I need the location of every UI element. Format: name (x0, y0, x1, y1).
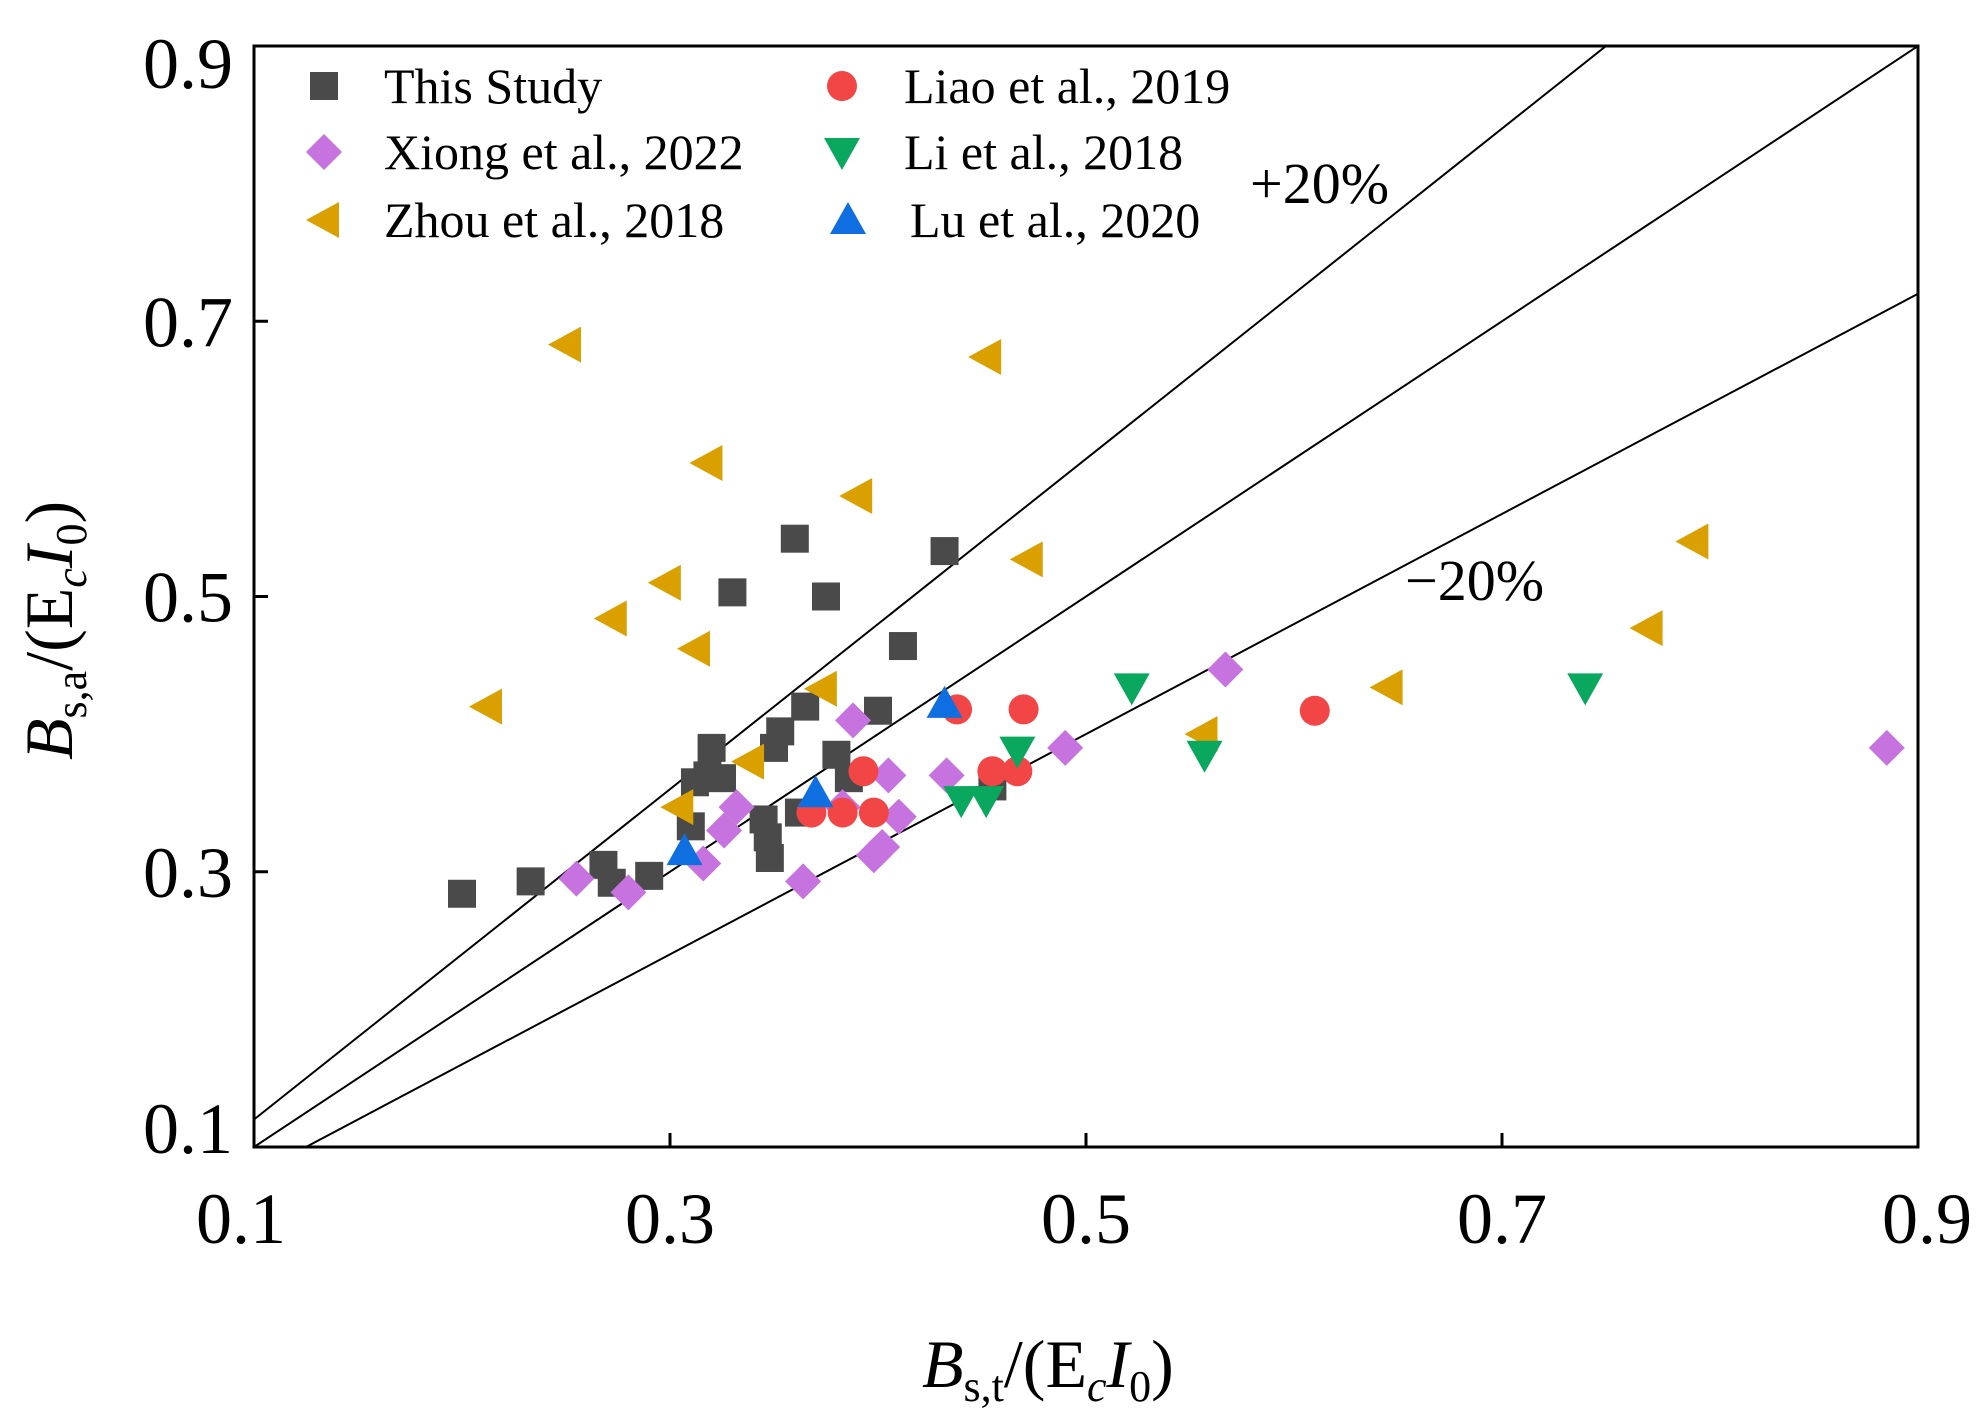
data-point (930, 537, 959, 566)
legend-label-zhou: Zhou et al., 2018 (384, 192, 724, 248)
legend-label-lu: Lu et al., 2020 (910, 192, 1200, 248)
series-0 (448, 524, 1007, 908)
axis-ticks: 0.1 0.3 0.5 0.7 0.9 0.1 0.3 0.5 0.7 0.9 (143, 24, 1972, 1259)
data-point (1369, 669, 1403, 706)
data-point (926, 685, 963, 718)
data-point (731, 743, 765, 780)
data-point (803, 670, 837, 707)
data-point (822, 740, 851, 769)
data-point (610, 874, 647, 911)
legend-marker (306, 134, 342, 170)
data-point (999, 736, 1036, 769)
y-tick-label: 0.3 (143, 833, 233, 913)
data-point (1009, 541, 1043, 578)
data-point (864, 828, 901, 865)
data-point (516, 867, 545, 896)
data-point (827, 797, 858, 828)
data-point (697, 733, 726, 762)
reference-line-equality (254, 46, 1918, 1147)
data-point (755, 843, 784, 872)
data-markers (448, 326, 1905, 911)
legend-label-xiong: Xiong et al., 2022 (384, 124, 744, 180)
reference-line-minus-20 (303, 292, 1918, 1147)
x-tick-label: 0.7 (1457, 1179, 1547, 1259)
data-point (718, 578, 747, 607)
data-point (968, 786, 1005, 819)
data-point (1186, 740, 1223, 773)
legend-marker (306, 202, 339, 238)
data-point (1868, 729, 1905, 766)
series-5 (666, 685, 963, 866)
data-point (943, 786, 980, 819)
data-point (676, 630, 710, 667)
x-axis-label: Bs,t/(EcI0) (922, 1326, 1174, 1411)
data-point (880, 798, 917, 835)
legend-marker (827, 71, 857, 101)
y-tick-label: 0.1 (143, 1089, 233, 1169)
data-point (839, 478, 873, 515)
data-point (870, 757, 907, 794)
x-tick-label: 0.5 (1041, 1179, 1131, 1259)
plus-20-label: +20% (1250, 151, 1389, 216)
reference-line-plus-20 (254, 46, 1608, 1121)
data-point (968, 339, 1002, 376)
legend: This Study Xiong et al., 2022 Zhou et al… (306, 58, 1230, 248)
data-point (708, 764, 736, 793)
data-point (558, 860, 595, 897)
series-4 (943, 673, 1604, 819)
data-point (1113, 673, 1150, 706)
data-point (593, 600, 627, 637)
data-point (791, 692, 820, 721)
data-point (928, 757, 965, 794)
y-tick-label: 0.5 (143, 558, 233, 638)
x-tick-label: 0.9 (1882, 1179, 1972, 1259)
legend-label-liao: Liao et al., 2019 (904, 58, 1230, 114)
data-point (977, 756, 1008, 787)
data-point (1207, 651, 1244, 688)
data-point (812, 582, 840, 611)
data-point (1299, 695, 1330, 726)
data-point (666, 833, 703, 866)
data-point (785, 863, 822, 900)
data-point (1567, 673, 1604, 706)
data-point (468, 688, 502, 725)
legend-label-this-study: This Study (384, 58, 602, 114)
data-point (1629, 610, 1663, 647)
data-point (766, 717, 795, 746)
y-tick-label: 0.9 (143, 24, 233, 104)
legend-marker (830, 202, 866, 234)
data-point (548, 326, 581, 363)
x-tick-label: 0.3 (625, 1179, 715, 1259)
data-point (888, 632, 917, 661)
data-point (780, 524, 809, 553)
legend-marker (310, 72, 338, 100)
data-point (848, 756, 879, 787)
data-point (1002, 756, 1033, 787)
data-point (1047, 729, 1084, 766)
data-point (718, 789, 755, 826)
data-point (448, 879, 476, 908)
data-point (797, 775, 834, 808)
data-point (1008, 694, 1039, 725)
data-point (689, 445, 723, 482)
y-tick-label: 0.7 (143, 282, 233, 362)
minus-20-label: −20% (1405, 548, 1544, 613)
x-tick-label: 0.1 (196, 1179, 286, 1259)
legend-label-li: Li et al., 2018 (904, 124, 1183, 180)
y-axis-label: Bs,a/(EcI0) (11, 501, 96, 760)
reference-lines (254, 46, 1918, 1147)
data-point (660, 789, 694, 826)
legend-marker (824, 138, 860, 170)
data-point (635, 861, 664, 890)
data-point (647, 564, 681, 601)
data-point (858, 797, 889, 828)
data-point (1675, 523, 1709, 560)
data-point (835, 702, 872, 739)
